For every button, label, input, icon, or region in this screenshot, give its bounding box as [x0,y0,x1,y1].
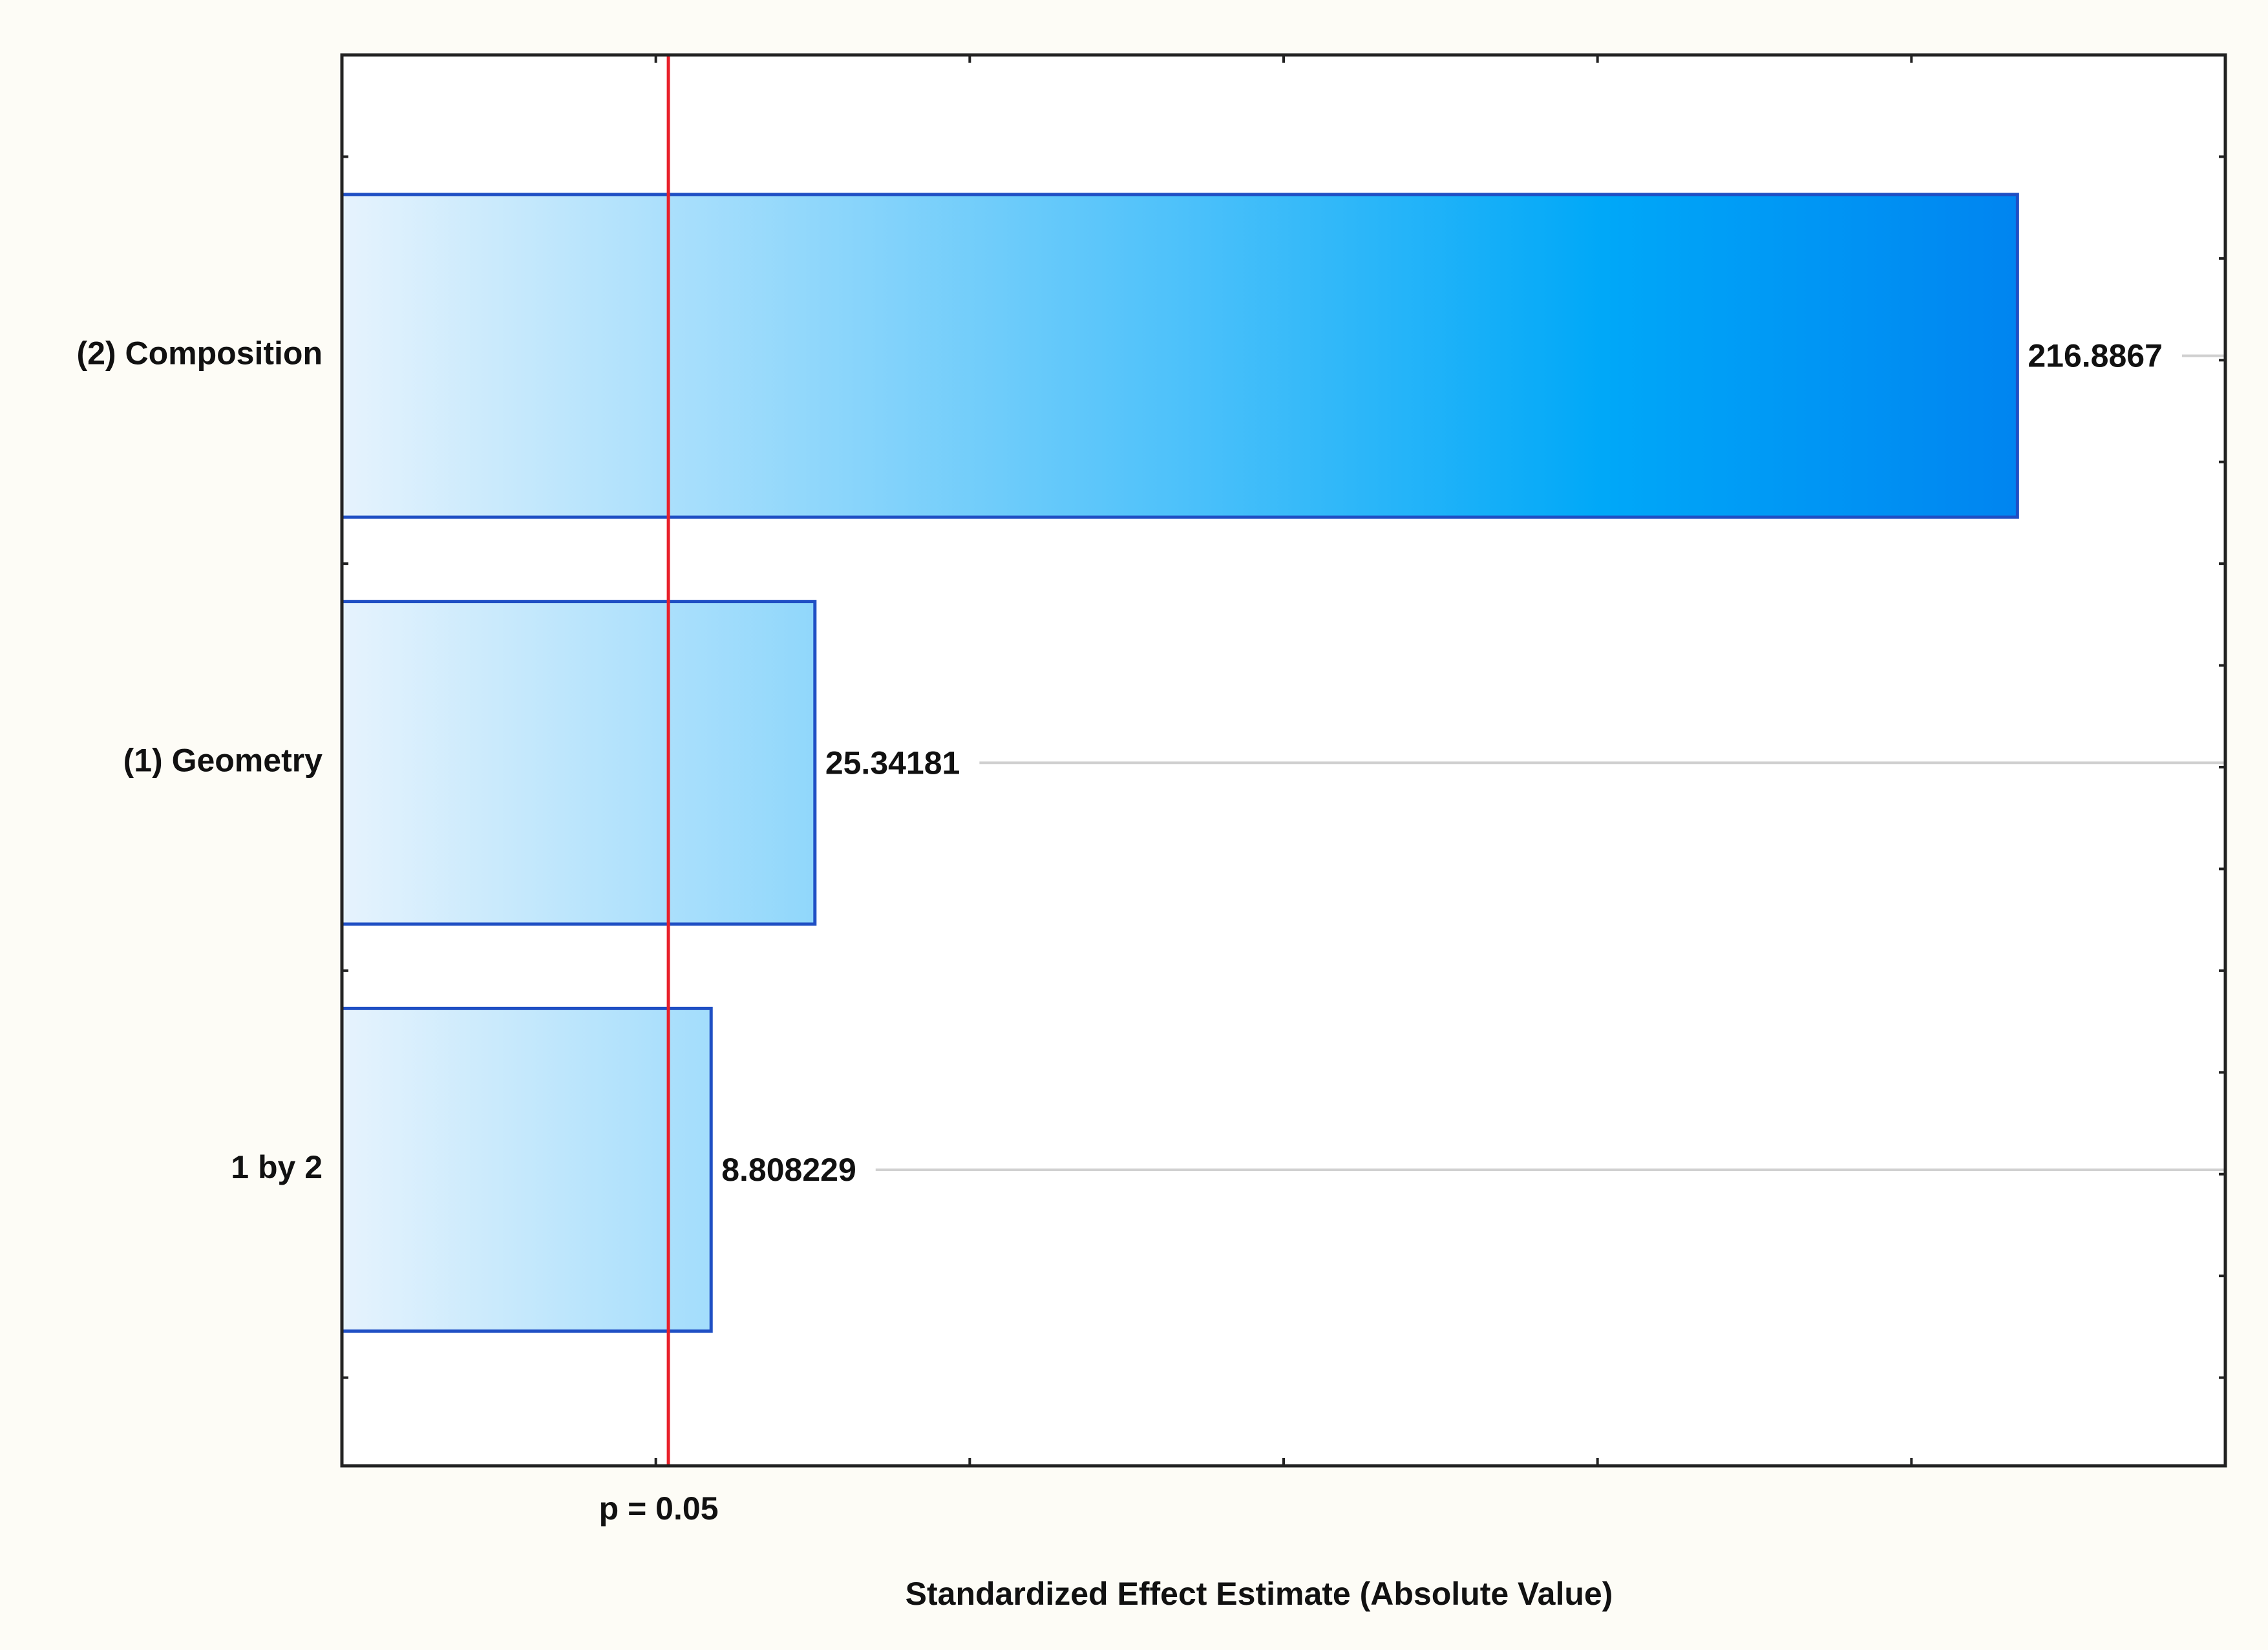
value-label: 216.8867 [2028,338,2163,374]
bar [340,600,817,926]
x-axis-label: Standardized Effect Estimate (Absolute V… [906,1576,1613,1612]
value-label: 25.34181 [825,745,960,781]
value-label: 8.808229 [721,1152,856,1188]
y-tick-label: (1) Geometry [123,742,323,778]
grid [875,354,2225,1171]
bar [340,193,2019,519]
reference-label: p = 0.05 [599,1490,719,1527]
plot-frame [340,53,2227,1468]
y-tick-label: 1 by 2 [231,1149,323,1185]
bar [340,1006,713,1333]
y-tick-label: (2) Composition [76,335,323,372]
